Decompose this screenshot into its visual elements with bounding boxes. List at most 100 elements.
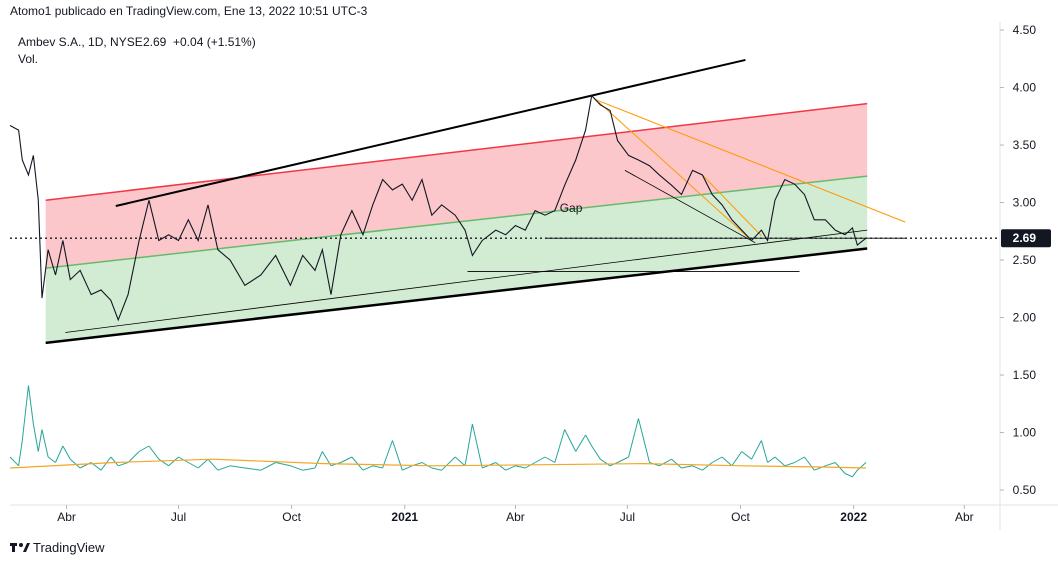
volume-segment xyxy=(158,458,169,467)
volume-segment xyxy=(681,465,693,469)
volume-segment xyxy=(110,456,119,467)
x-tick-label: Abr xyxy=(57,510,76,524)
volume-segment xyxy=(351,456,364,471)
volume-segment xyxy=(217,465,231,471)
y-tick-label: 4.50 xyxy=(1013,23,1037,37)
volume-segment xyxy=(628,418,639,458)
volume-segment xyxy=(464,423,473,466)
x-tick-label: Oct xyxy=(282,510,301,524)
y-tick-label: 2.50 xyxy=(1013,253,1037,267)
volume-segment xyxy=(244,467,261,471)
volume-segment xyxy=(441,456,456,471)
volume-segment xyxy=(844,473,853,478)
price-line xyxy=(9,94,867,322)
y-tick-label: 0.50 xyxy=(1013,483,1037,497)
volume-segment xyxy=(138,445,150,452)
trend-line xyxy=(65,229,868,333)
volume-segment xyxy=(784,462,795,467)
last-price: 2.69 xyxy=(143,35,167,49)
y-tick-label: 1.50 xyxy=(1013,368,1037,382)
volume-segment xyxy=(495,462,506,471)
volume-segment xyxy=(471,423,483,469)
volume-segment xyxy=(794,456,805,463)
trend-line xyxy=(115,58,746,207)
volume-segment xyxy=(702,462,713,471)
volume-segment xyxy=(575,434,586,452)
trend-line xyxy=(702,174,762,237)
volume-segment xyxy=(637,418,650,463)
x-tick-label: 2022 xyxy=(840,510,867,524)
volume-segment xyxy=(260,462,276,471)
trend-line xyxy=(593,98,906,223)
volume-ma xyxy=(9,458,866,469)
volume-segment xyxy=(100,456,112,471)
volume-segment xyxy=(127,451,140,463)
volume-segment xyxy=(18,440,23,466)
volume-segment xyxy=(9,456,19,467)
volume-segment xyxy=(825,462,836,467)
volume-segment xyxy=(617,456,629,463)
volume-segment xyxy=(554,429,566,463)
x-tick-label: 2021 xyxy=(391,510,418,524)
volume-segment xyxy=(564,429,577,452)
annotation: Gap xyxy=(560,201,583,215)
x-tick-label: Abr xyxy=(955,510,974,524)
volume-segment xyxy=(362,465,373,471)
channel-lower-fill xyxy=(45,176,868,343)
volume-segment xyxy=(852,469,858,478)
volume-segment xyxy=(544,456,556,463)
volume-segment xyxy=(37,429,43,452)
volume-segment xyxy=(534,456,546,463)
volume-segment xyxy=(454,456,466,467)
volume-segment xyxy=(340,456,353,463)
channel-upper-line xyxy=(45,102,868,201)
volume-segment xyxy=(857,462,867,471)
volume-segment xyxy=(659,458,672,467)
volume-segment xyxy=(741,451,752,460)
tv-logo xyxy=(10,543,30,552)
volume-segment xyxy=(302,467,316,471)
volume-segment xyxy=(32,423,39,452)
volume-segment xyxy=(47,456,56,463)
volume-segment xyxy=(55,445,64,463)
volume-segment xyxy=(505,465,516,471)
volume-segment xyxy=(27,385,34,425)
change: +0.04 (+1.51%) xyxy=(173,35,256,49)
volume-segment xyxy=(585,434,593,447)
brand: TradingView xyxy=(33,540,105,555)
volume-segment xyxy=(600,458,611,467)
channel-upper-fill xyxy=(45,103,868,269)
x-tick-label: Abr xyxy=(506,510,525,524)
volume-segment xyxy=(207,458,219,471)
volume-segment xyxy=(760,440,769,463)
y-tick-label: 2.00 xyxy=(1013,311,1037,325)
volume-segment xyxy=(148,445,160,460)
volume-segment xyxy=(62,445,71,460)
volume-segment xyxy=(188,462,199,469)
volume-segment xyxy=(275,462,291,467)
y-tick-label: 3.00 xyxy=(1013,196,1037,210)
volume-segment xyxy=(671,458,682,469)
publisher-line: Atomo1 publicado en TradingView.com, Ene… xyxy=(10,4,368,18)
volume-segment xyxy=(372,465,383,469)
channel-middle-line xyxy=(45,175,868,269)
volume-segment xyxy=(751,440,762,460)
volume-segment xyxy=(197,458,209,469)
y-tick-label: 3.50 xyxy=(1013,138,1037,152)
volume-segment xyxy=(168,456,179,467)
volume-segment xyxy=(591,445,601,460)
volume-segment xyxy=(804,456,815,471)
trend-line xyxy=(598,102,752,241)
trend-line xyxy=(624,170,756,244)
volume-segment xyxy=(21,385,29,441)
y-tick-label: 1.00 xyxy=(1013,426,1037,440)
volume-segment xyxy=(118,462,129,467)
volume-segment xyxy=(69,458,81,469)
x-tick-label: Jul xyxy=(620,510,635,524)
x-tick-label: Oct xyxy=(731,510,750,524)
volume-segment xyxy=(721,456,733,467)
volume-segment xyxy=(382,440,393,469)
y-tick-label: 4.00 xyxy=(1013,81,1037,95)
channel-lower-line xyxy=(45,247,868,345)
